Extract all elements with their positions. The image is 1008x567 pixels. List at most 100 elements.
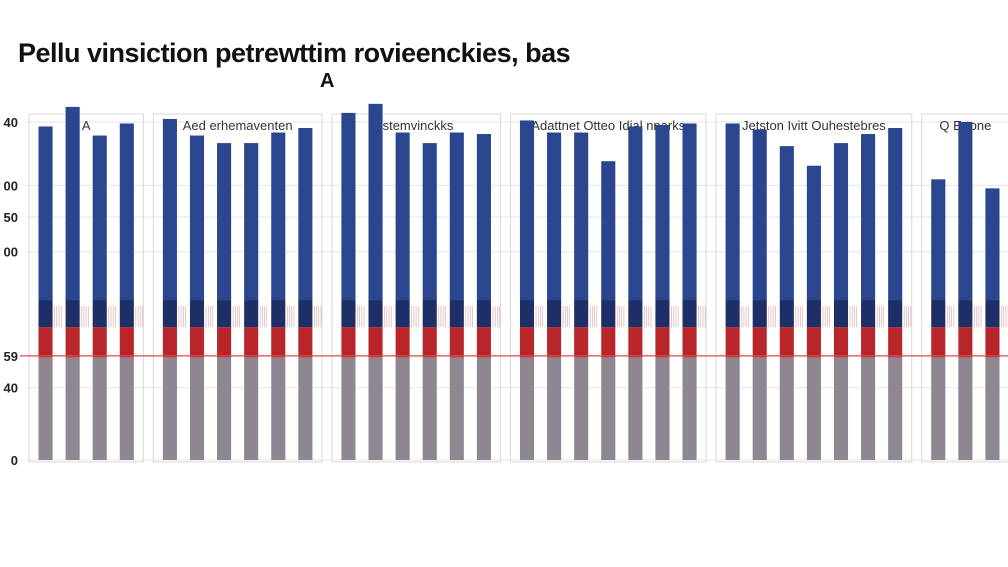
bar-segment: [574, 357, 589, 460]
bar-segment: [752, 129, 767, 301]
bar-segment: [449, 132, 464, 301]
bar-segment: [476, 300, 491, 328]
bar-segment: [888, 300, 903, 328]
bar-segment: [655, 357, 670, 460]
y-axis: 0 40 59 00 50 00 40: [4, 115, 18, 468]
bar-segment: [752, 300, 767, 328]
bar-segment: [38, 300, 53, 328]
panel: Q Ertone: [921, 113, 1008, 463]
bar-segment: [547, 300, 562, 328]
bar-segment: [547, 357, 562, 460]
bar-segment: [217, 357, 232, 460]
bar-segment: [162, 118, 177, 301]
bar-segment: [38, 126, 53, 301]
bar-segment: [779, 357, 794, 460]
bar-segment: [601, 357, 616, 460]
bar-segment: [931, 327, 946, 358]
bar-segment: [725, 357, 740, 460]
y-tick-label: 40: [4, 115, 18, 130]
bar-segment: [806, 357, 821, 460]
bar-segment: [65, 357, 80, 460]
panel-label: A: [82, 118, 91, 133]
bar-segment: [779, 146, 794, 301]
bar-segment: [682, 357, 697, 460]
bar-segment: [217, 300, 232, 328]
panel: A: [28, 106, 144, 463]
bar-segment: [931, 300, 946, 328]
bar-segment: [368, 357, 383, 460]
bar-segment: [449, 357, 464, 460]
bar-segment: [655, 327, 670, 358]
bar-segment: [92, 327, 107, 358]
bar-segment: [422, 327, 437, 358]
bar-segment: [298, 357, 313, 460]
bar-segment: [271, 300, 286, 328]
bar-segment: [65, 106, 80, 301]
bar-segment: [628, 357, 643, 460]
panel: Adattnet Otteo Idial nnarks: [509, 113, 707, 463]
bar-segment: [368, 300, 383, 328]
bar-segment: [119, 123, 134, 301]
bar-segment: [519, 357, 535, 460]
bar-segment: [958, 327, 973, 358]
panel-frame: [152, 113, 323, 463]
bar-segment: [655, 300, 670, 328]
panel: Aed erhemaventen: [152, 113, 323, 463]
bar-segment: [519, 327, 535, 358]
bar-segment: [189, 135, 205, 301]
y-tick-label: 40: [4, 381, 18, 396]
panel-frame: [715, 113, 913, 463]
bar-segment: [341, 357, 356, 460]
bar-segment: [395, 300, 410, 328]
bar-segment: [395, 132, 410, 301]
bar-segment: [92, 357, 107, 460]
bar-segment: [422, 357, 437, 460]
bar-segment: [888, 357, 903, 460]
y-tick-label: 00: [4, 178, 18, 193]
bar-segment: [958, 300, 973, 328]
bar-segment: [806, 165, 821, 301]
panel-label: Adattnet Otteo Idial nnarks: [531, 118, 685, 133]
bar-segment: [574, 300, 589, 328]
bar-segment: [833, 143, 849, 301]
bar-segment: [725, 327, 740, 358]
panel-frame: [331, 113, 501, 463]
bar-segment: [395, 327, 410, 358]
bar-segment: [519, 120, 535, 301]
bar-segment: [958, 121, 973, 301]
bar-segment: [861, 134, 876, 301]
bar-segment: [861, 327, 876, 358]
panel: Istemvinckks: [331, 103, 501, 463]
bar-segment: [92, 300, 107, 328]
bar-segment: [861, 357, 876, 460]
bar-segment: [476, 134, 491, 301]
bar-segment: [119, 357, 134, 460]
bar-segment: [92, 135, 107, 301]
bar-segment: [833, 300, 849, 328]
bar-segment: [395, 357, 410, 460]
bar-segment: [244, 300, 259, 328]
bar-segment: [189, 300, 205, 328]
bar-segment: [217, 143, 232, 301]
bar-segment: [682, 300, 697, 328]
bar-segment: [519, 300, 535, 328]
bar-segment: [298, 327, 313, 358]
bar-segment: [449, 300, 464, 328]
bar-segment: [422, 300, 437, 328]
bar-segment: [119, 327, 134, 358]
bar-segment: [806, 300, 821, 328]
bar-segment: [985, 188, 1000, 301]
bar-segment: [244, 327, 259, 358]
bar-segment: [752, 327, 767, 358]
bar-segment: [341, 327, 356, 358]
bar-segment: [985, 327, 1000, 358]
bar-segment: [119, 300, 134, 328]
bar-segment: [368, 103, 383, 301]
bar-segment: [547, 327, 562, 358]
bar-segment: [779, 300, 794, 328]
bar-segment: [271, 327, 286, 358]
bar-segment: [38, 327, 53, 358]
bar-segment: [985, 300, 1000, 328]
chart-subtitle: A: [320, 70, 335, 92]
bar-segment: [189, 357, 205, 460]
